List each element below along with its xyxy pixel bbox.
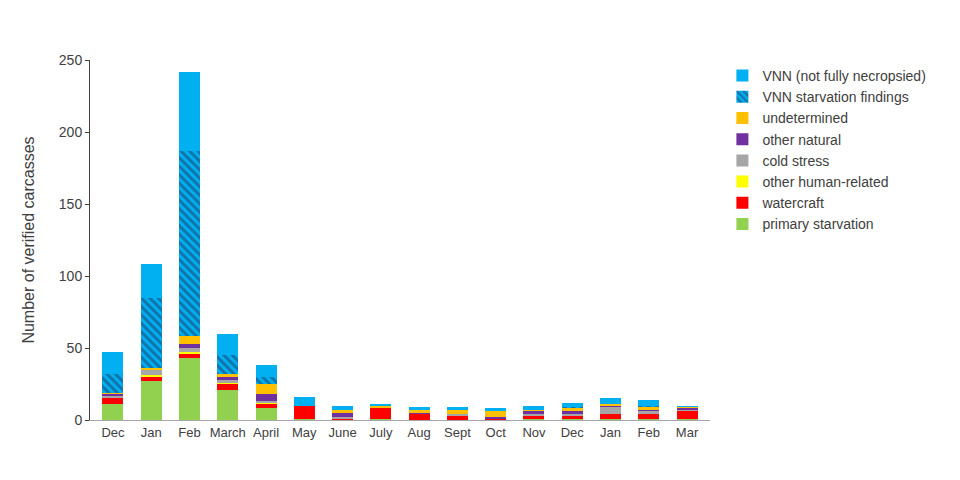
svg-text:Sept: Sept [444, 425, 471, 440]
svg-text:Jan: Jan [600, 425, 621, 440]
svg-text:200: 200 [59, 124, 83, 140]
svg-text:March: March [210, 425, 246, 440]
svg-text:Dec: Dec [561, 425, 585, 440]
svg-text:Dec: Dec [101, 425, 125, 440]
svg-text:0: 0 [74, 412, 82, 428]
svg-text:May: May [292, 425, 317, 440]
svg-text:Number of verified carcasses: Number of verified carcasses [20, 136, 37, 343]
svg-text:cold stress: cold stress [762, 153, 829, 169]
svg-text:Jan: Jan [141, 425, 162, 440]
svg-text:VNN starvation findings: VNN starvation findings [762, 89, 908, 105]
svg-text:April: April [253, 425, 279, 440]
svg-text:Nov: Nov [522, 425, 546, 440]
svg-text:Mar: Mar [676, 425, 699, 440]
svg-text:150: 150 [59, 196, 83, 212]
svg-text:other human-related: other human-related [762, 174, 888, 190]
svg-text:watercraft: watercraft [761, 195, 824, 211]
svg-text:July: July [369, 425, 393, 440]
svg-text:Feb: Feb [638, 425, 660, 440]
svg-text:Oct: Oct [486, 425, 507, 440]
svg-text:primary starvation: primary starvation [762, 216, 873, 232]
svg-text:VNN (not fully necropsied): VNN (not fully necropsied) [762, 68, 925, 84]
svg-text:Aug: Aug [408, 425, 431, 440]
svg-text:undetermined: undetermined [762, 110, 848, 126]
svg-text:50: 50 [67, 340, 83, 356]
svg-text:Feb: Feb [178, 425, 200, 440]
svg-text:June: June [328, 425, 356, 440]
svg-text:100: 100 [59, 268, 83, 284]
svg-text:250: 250 [59, 52, 83, 68]
svg-text:other natural: other natural [762, 132, 841, 148]
